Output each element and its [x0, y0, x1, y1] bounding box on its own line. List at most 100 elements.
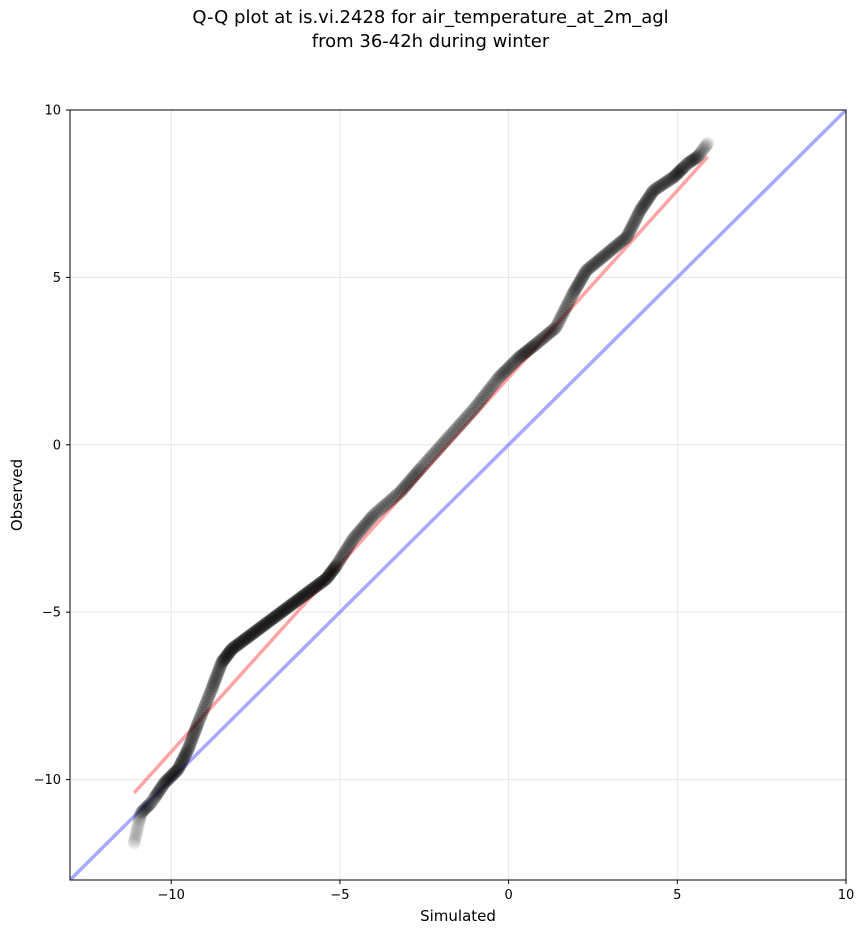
qq-point: [254, 621, 268, 635]
qq-point: [412, 463, 426, 477]
qq-point: [540, 328, 554, 342]
qq-point: [573, 274, 587, 288]
qq-point: [241, 630, 255, 644]
qq-point: [574, 272, 588, 286]
qq-point: [563, 292, 577, 306]
qq-point: [329, 559, 343, 573]
qq-point: [138, 802, 152, 816]
qq-point: [482, 383, 496, 397]
qq-point: [422, 452, 436, 466]
qq-point: [133, 808, 147, 822]
qq-point: [680, 157, 694, 171]
qq-point: [690, 150, 704, 164]
qq-point: [293, 591, 307, 605]
qq-point: [560, 297, 574, 311]
qq-point: [439, 433, 453, 447]
qq-point: [236, 634, 250, 648]
qq-point: [186, 728, 200, 742]
qq-point: [269, 610, 283, 624]
qq-point: [209, 671, 223, 685]
qq-point: [674, 163, 688, 177]
qq-point: [315, 575, 329, 589]
qq-point: [700, 138, 714, 152]
qq-point: [496, 366, 510, 380]
qq-point: [428, 445, 442, 459]
qq-point: [178, 749, 192, 763]
qq-point: [278, 602, 292, 616]
qq-point: [289, 595, 303, 609]
qq-point: [130, 822, 144, 836]
qq-point: [145, 795, 159, 809]
qq-point: [691, 149, 705, 163]
qq-point: [547, 322, 561, 336]
qq-point: [243, 629, 257, 643]
qq-point: [507, 355, 521, 369]
qq-point: [594, 251, 608, 265]
x-tick-label: 5: [673, 888, 681, 903]
qq-point: [147, 792, 161, 806]
qq-point: [257, 618, 271, 632]
qq-point: [364, 511, 378, 525]
qq-point: [654, 178, 668, 192]
qq-point: [191, 716, 205, 730]
qq-point: [202, 689, 216, 703]
qq-point: [127, 836, 141, 850]
qq-point: [638, 196, 652, 210]
qq-point: [509, 354, 523, 368]
qq-point: [198, 700, 212, 714]
qq-point: [420, 455, 434, 469]
qq-point: [330, 557, 344, 571]
qq-point: [221, 647, 235, 661]
qq-point: [242, 629, 256, 643]
qq-point: [328, 561, 342, 575]
qq-point: [396, 482, 410, 496]
qq-point: [620, 230, 634, 244]
qq-point: [630, 209, 644, 223]
qq-point: [299, 587, 313, 601]
qq-point: [634, 203, 648, 217]
qq-point: [324, 565, 338, 579]
qq-point: [679, 158, 693, 172]
qq-point: [697, 142, 711, 156]
qq-point: [174, 757, 188, 771]
qq-point: [418, 457, 432, 471]
qq-point: [617, 233, 631, 247]
qq-point: [520, 344, 534, 358]
qq-point: [194, 708, 208, 722]
qq-point: [569, 281, 583, 295]
qq-point: [460, 409, 474, 423]
qq-point: [262, 614, 276, 628]
qq-point: [283, 598, 297, 612]
qq-point: [564, 290, 578, 304]
qq-point: [685, 154, 699, 168]
qq-point: [306, 582, 320, 596]
qq-point: [528, 338, 542, 352]
qq-point: [234, 635, 248, 649]
qq-point: [394, 484, 408, 498]
fit-line: [132, 155, 709, 795]
qq-point: [266, 611, 280, 625]
qq-point: [515, 349, 529, 363]
qq-point: [693, 146, 707, 160]
qq-point: [378, 499, 392, 513]
x-tick-label: 0: [504, 888, 512, 903]
qq-point: [240, 631, 254, 645]
qq-point: [519, 345, 533, 359]
qq-point: [472, 395, 486, 409]
qq-point: [336, 549, 350, 563]
qq-point: [302, 585, 316, 599]
qq-point: [341, 540, 355, 554]
qq-point: [371, 504, 385, 518]
qq-point: [246, 626, 260, 640]
qq-point: [200, 695, 214, 709]
reference-lines: [70, 110, 846, 880]
qq-point: [559, 300, 573, 314]
qq-point: [184, 735, 198, 749]
qq-point: [140, 799, 154, 813]
qq-point: [645, 185, 659, 199]
qq-point: [182, 741, 196, 755]
qq-point: [141, 799, 155, 813]
qq-point: [641, 192, 655, 206]
qq-point: [390, 487, 404, 501]
qq-point: [172, 760, 186, 774]
